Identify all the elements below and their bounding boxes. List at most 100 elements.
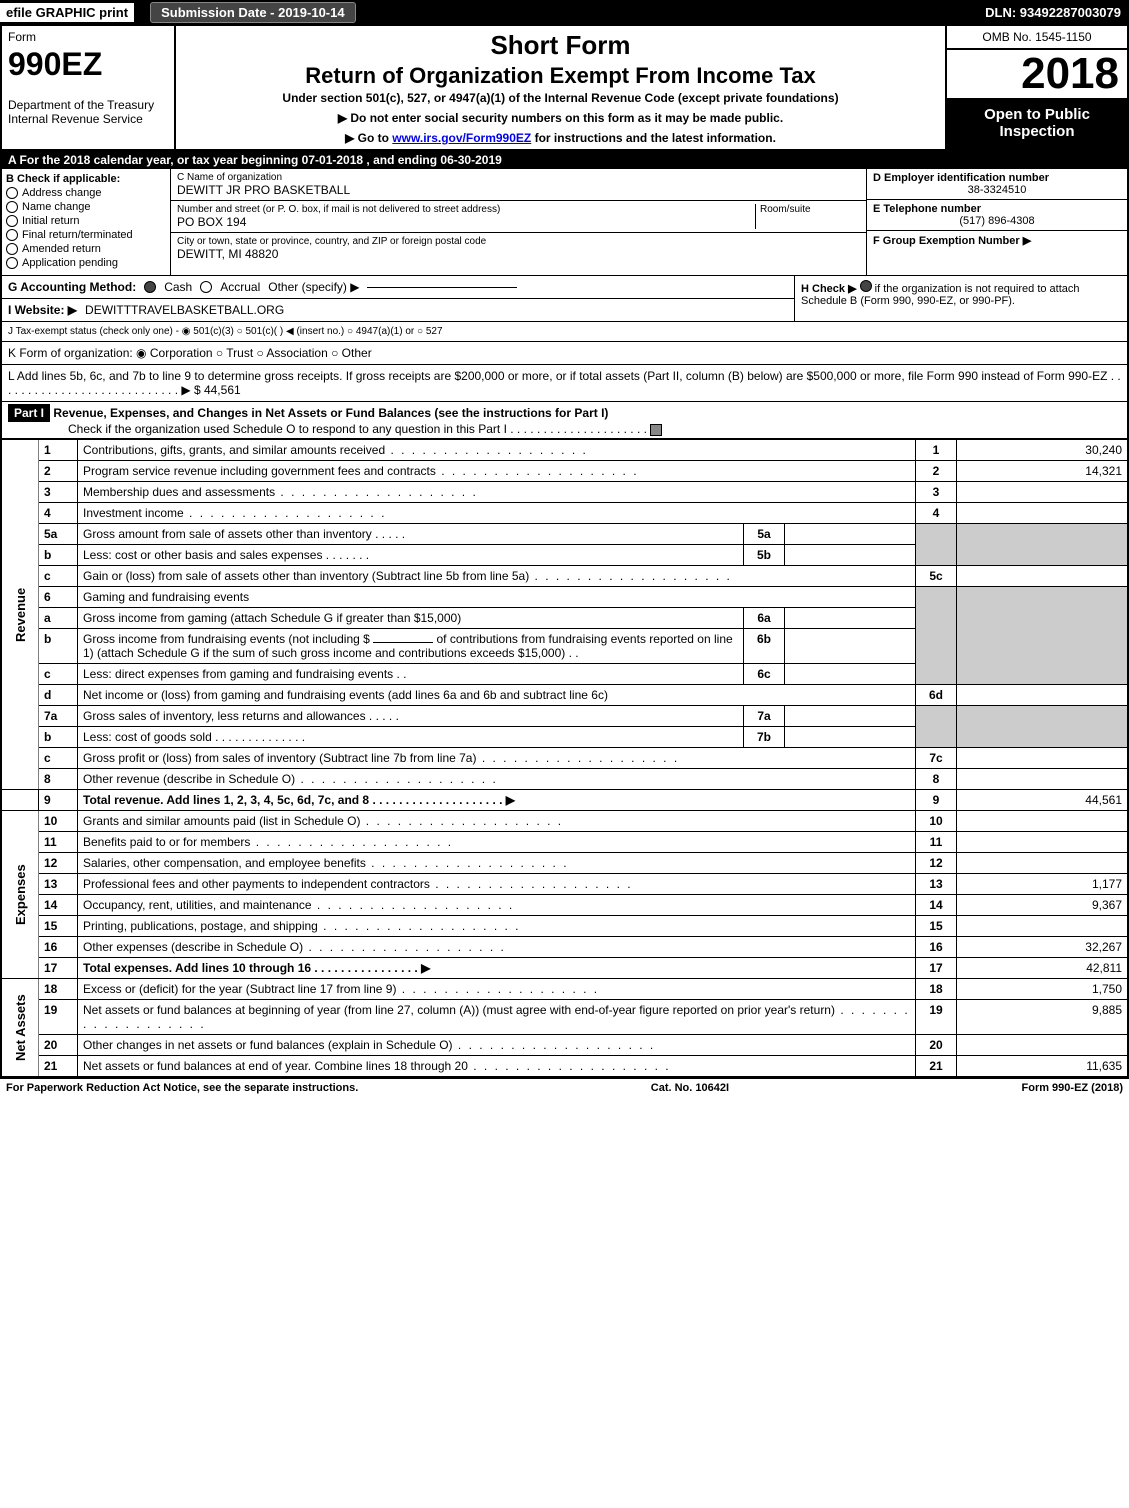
section-def: D Employer identification number 38-3324… (866, 169, 1127, 275)
line-desc: Gaming and fundraising events (78, 587, 916, 608)
line-amount (957, 685, 1128, 706)
header-center: Short Form Return of Organization Exempt… (176, 26, 945, 149)
line-ref: 19 (916, 1000, 957, 1035)
grey-cell (916, 706, 957, 748)
line-amount (957, 811, 1128, 832)
part1-label: Part I (8, 404, 50, 422)
mini-ref: 6b (744, 629, 785, 664)
line-num: b (39, 545, 78, 566)
mini-ref: 7b (744, 727, 785, 748)
line-ref: 6d (916, 685, 957, 706)
line-ref: 8 (916, 769, 957, 790)
line-desc: Gross profit or (loss) from sales of inv… (83, 751, 679, 765)
chk-final-return[interactable]: Final return/terminated (6, 229, 166, 241)
line-amount (957, 832, 1128, 853)
form-subtitle: Under section 501(c), 527, or 4947(a)(1)… (186, 91, 935, 105)
room-label: Room/suite (760, 204, 860, 215)
netassets-tab: Net Assets (2, 979, 39, 1077)
line-desc: Gross sales of inventory, less returns a… (78, 706, 744, 727)
chk-address-change[interactable]: Address change (6, 187, 166, 199)
ein-cell: D Employer identification number 38-3324… (867, 169, 1127, 200)
omb-number: OMB No. 1545-1150 (947, 26, 1127, 50)
other-input[interactable] (367, 287, 517, 288)
mini-amount (785, 664, 916, 685)
addr-label: Number and street (or P. O. box, if mail… (177, 204, 755, 215)
line-amount (957, 769, 1128, 790)
mini-ref: 5b (744, 545, 785, 566)
chk-amended-return[interactable]: Amended return (6, 243, 166, 255)
address: PO BOX 194 (177, 215, 755, 229)
short-form-title: Short Form (186, 30, 935, 61)
mini-ref: 7a (744, 706, 785, 727)
city-cell: City or town, state or province, country… (171, 233, 866, 264)
expenses-tab: Expenses (2, 811, 39, 979)
line-ref: 14 (916, 895, 957, 916)
d-label: D Employer identification number (873, 172, 1121, 184)
row-g: G Accounting Method: Cash Accrual Other … (2, 276, 795, 321)
accounting-method: G Accounting Method: Cash Accrual Other … (2, 276, 794, 299)
radio-icon[interactable] (144, 281, 156, 293)
e-label: E Telephone number (873, 203, 1121, 215)
mini-ref: 6a (744, 608, 785, 629)
line-ref: 11 (916, 832, 957, 853)
contrib-input[interactable] (373, 642, 433, 643)
line-desc: Gross amount from sale of assets other t… (78, 524, 744, 545)
radio-icon (6, 243, 18, 255)
period-begin: 07-01-2018 (302, 153, 363, 167)
line-desc: Net assets or fund balances at end of ye… (83, 1059, 671, 1073)
line-desc: Professional fees and other payments to … (83, 877, 633, 891)
radio-icon[interactable] (860, 280, 872, 292)
row-i: I Website: ▶ DEWITTTRAVELBASKETBALL.ORG (2, 299, 794, 321)
dln-label: DLN: 93492287003079 (985, 5, 1121, 20)
line-num: 9 (39, 790, 78, 811)
line-desc: Net income or (loss) from gaming and fun… (78, 685, 916, 706)
grey-cell (957, 587, 1128, 685)
radio-icon[interactable] (200, 281, 212, 293)
website-link[interactable]: DEWITTTRAVELBASKETBALL.ORG (85, 303, 284, 317)
line-num: 13 (39, 874, 78, 895)
line-ref: 21 (916, 1056, 957, 1077)
f-label: F Group Exemption Number ▶ (873, 234, 1121, 247)
line-num: 6 (39, 587, 78, 608)
line-ref: 4 (916, 503, 957, 524)
line-desc: Less: cost of goods sold . . . . . . . .… (78, 727, 744, 748)
chk-application-pending[interactable]: Application pending (6, 257, 166, 269)
form-title: Return of Organization Exempt From Incom… (186, 63, 935, 89)
line-desc: Investment income (83, 506, 386, 520)
line-ref: 20 (916, 1035, 957, 1056)
irs-link[interactable]: www.irs.gov/Form990EZ (392, 131, 531, 145)
section-b: B Check if applicable: Address change Na… (2, 169, 171, 275)
footer-right: Form 990-EZ (2018) (1022, 1082, 1123, 1094)
line-amount (957, 1035, 1128, 1056)
org-name-cell: C Name of organization DEWITT JR PRO BAS… (171, 169, 866, 201)
line-desc: Other revenue (describe in Schedule O) (83, 772, 498, 786)
line-desc: Program service revenue including govern… (83, 464, 639, 478)
line-desc: Gross income from fundraising events (no… (78, 629, 744, 664)
line-ref: 12 (916, 853, 957, 874)
chk-name-change[interactable]: Name change (6, 201, 166, 213)
line-desc: Less: direct expenses from gaming and fu… (78, 664, 744, 685)
efile-label[interactable]: efile GRAPHIC print (0, 3, 134, 22)
irs-label: Internal Revenue Service (8, 112, 168, 126)
l6b-pre: Gross income from fundraising events (no… (83, 632, 370, 646)
line-num: 10 (39, 811, 78, 832)
accrual-opt: Accrual (220, 280, 260, 294)
line-desc: Total expenses. Add lines 10 through 16 … (78, 958, 916, 979)
checkbox-icon[interactable] (650, 424, 662, 436)
g-label: G Accounting Method: (8, 280, 136, 294)
line-num: c (39, 664, 78, 685)
chk-initial-return[interactable]: Initial return (6, 215, 166, 227)
form-frame: Form 990EZ Department of the Treasury In… (0, 24, 1129, 1079)
period-mid: , and ending (363, 153, 440, 167)
line-desc: Benefits paid to or for members (83, 835, 453, 849)
grey-cell (957, 524, 1128, 566)
line-desc: Grants and similar amounts paid (list in… (83, 814, 563, 828)
line-ref: 13 (916, 874, 957, 895)
dept-treasury: Department of the Treasury (8, 98, 168, 112)
line-amount: 11,635 (957, 1056, 1128, 1077)
mini-amount (785, 727, 916, 748)
revenue-tab-end (2, 790, 39, 811)
line-num: 8 (39, 769, 78, 790)
radio-icon (6, 215, 18, 227)
line-num: 20 (39, 1035, 78, 1056)
